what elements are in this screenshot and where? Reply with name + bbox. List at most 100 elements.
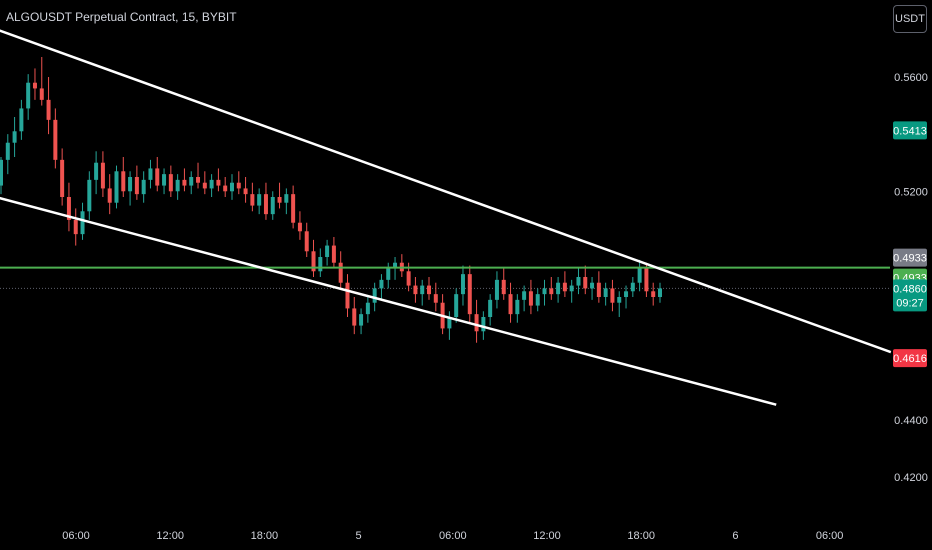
candle-body (39, 88, 44, 100)
price-label-text: 0.4933 (893, 253, 927, 265)
candle-body (216, 179, 221, 186)
candle-body (610, 288, 615, 303)
candle-body (26, 82, 31, 109)
candle-body (162, 174, 167, 186)
candle-body (66, 197, 71, 220)
candle-body (345, 282, 350, 309)
candle-body (318, 257, 323, 272)
candle-body (263, 194, 268, 215)
candle-body (0, 159, 3, 186)
candle-body (223, 185, 228, 192)
candles (0, 57, 662, 343)
candle-body (60, 159, 65, 197)
price-label-target (893, 121, 927, 140)
drawings[interactable] (0, 21, 892, 406)
candle-body (515, 299, 520, 315)
candle-body (141, 179, 146, 195)
lower-channel-line[interactable] (0, 191, 777, 406)
candle-body (175, 179, 180, 192)
candle-body (311, 251, 316, 272)
x-tick-label: 06:00 (62, 530, 90, 542)
candle-body (393, 262, 398, 269)
candle-body (590, 282, 595, 289)
candle-body (182, 179, 187, 186)
candle-body (501, 279, 506, 295)
candle-body (454, 294, 459, 317)
candle-body (630, 282, 635, 292)
candle-body (535, 294, 540, 306)
upper-channel-line[interactable] (0, 21, 892, 354)
candle-body (236, 182, 241, 189)
candle-body (94, 162, 99, 180)
x-tick-label: 12:00 (156, 530, 184, 542)
candle-body (338, 262, 343, 283)
candle-body (427, 285, 432, 295)
candle-body (474, 314, 479, 332)
candle-body (528, 291, 533, 306)
candle-body (365, 302, 370, 315)
x-tick-label: 6 (732, 530, 738, 542)
candle-body (121, 171, 126, 192)
candle-body (155, 168, 160, 186)
candle-body (372, 288, 377, 303)
candle-body (257, 194, 262, 206)
price-label-stop (893, 349, 927, 368)
x-tick-label: 18:00 (251, 530, 279, 542)
candle-body (168, 174, 173, 192)
candle-body (277, 197, 282, 203)
candle-body (644, 268, 649, 292)
price-label-last-price (893, 279, 927, 312)
candle-body (107, 188, 112, 203)
currency-button[interactable]: USDT (893, 5, 927, 33)
candle-body (32, 82, 37, 89)
candle-body (488, 299, 493, 317)
candle-body (433, 294, 438, 303)
candle-body (359, 314, 364, 326)
candle-body (325, 245, 330, 257)
candle-body (87, 179, 92, 212)
x-tick-label: 18:00 (627, 530, 655, 542)
candle-body (596, 282, 601, 297)
candle-body (209, 179, 214, 189)
candle-body (331, 245, 336, 263)
y-tick-label: 0.4200 (894, 472, 928, 484)
x-tick-label: 5 (356, 530, 362, 542)
candle-body (637, 268, 642, 283)
candle-body (134, 177, 139, 195)
candle-body (12, 131, 17, 143)
candle-body (202, 182, 207, 189)
candle-body (379, 279, 384, 289)
x-tick-label: 06:00 (816, 530, 844, 542)
candle-body (420, 285, 425, 295)
candle-body (556, 282, 561, 295)
candle-body (250, 194, 255, 206)
price-label-text: 0.5413 (893, 125, 927, 137)
y-tick-label: 0.5200 (894, 186, 928, 198)
price-axis[interactable]: 0.5600 0.5200 0.4400 0.4200 (894, 72, 928, 484)
price-label-text: 0.4860 (893, 283, 927, 295)
candle-body (658, 288, 662, 297)
candle-body (5, 142, 10, 160)
candle-body (494, 279, 499, 300)
candle-body (53, 119, 58, 160)
candle-body (128, 177, 133, 192)
candle-body (304, 231, 309, 252)
chart-title: ALGOUSDT Perpetual Contract, 15, BYBIT (6, 10, 237, 24)
candle-body (549, 288, 554, 295)
candle-body (291, 194, 296, 223)
price-label-text: 0.4616 (893, 353, 927, 365)
candle-body (617, 297, 622, 303)
candle-body (583, 277, 588, 289)
candle-body (114, 171, 119, 203)
time-axis[interactable]: 06:00 12:00 18:00 5 06:00 12:00 18:00 6 06:00 (62, 530, 843, 542)
candle-body (481, 317, 486, 332)
x-tick-label: 12:00 (533, 530, 561, 542)
y-tick-label: 0.4400 (894, 415, 928, 427)
price-label-entry (893, 248, 927, 267)
candle-body (243, 188, 248, 195)
candle-body (196, 177, 201, 183)
candle-body (447, 317, 452, 329)
candle-body (229, 182, 234, 192)
